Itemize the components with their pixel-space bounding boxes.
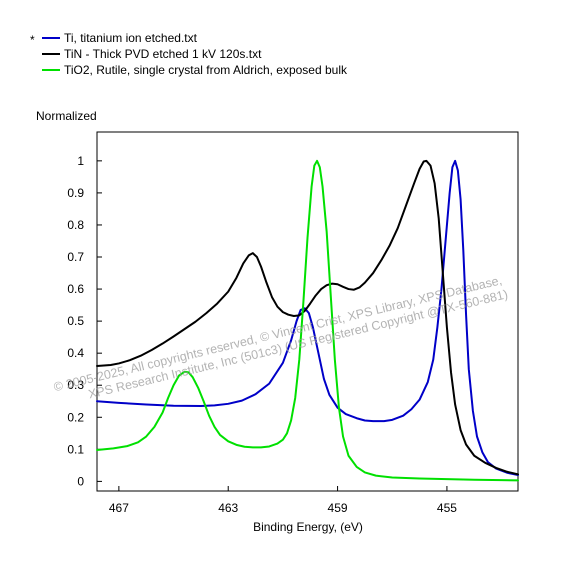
y-tick-label: 0.6 <box>67 282 84 296</box>
series-layer <box>96 159 519 482</box>
tin-spectrum-line <box>96 159 519 476</box>
y-tick-label: 0.5 <box>67 314 84 328</box>
x-tick-label: 455 <box>437 501 457 515</box>
legend-label-tin: TiN - Thick PVD etched 1 kV 120s.txt <box>64 47 262 61</box>
x-tick-label: 467 <box>109 501 129 515</box>
y-tick-label: 0.3 <box>67 378 84 392</box>
y-tick-label: 0.9 <box>67 186 84 200</box>
legend: * Ti, titanium ion etched.txt TiN - Thic… <box>30 31 348 77</box>
y-axis: 0 0.1 0.2 0.3 0.4 0.5 0.6 0.7 0.8 0.9 1 <box>67 154 102 488</box>
y-tick-label: 0.1 <box>67 442 84 456</box>
tio2-spectrum-line <box>96 159 519 482</box>
ti-spectrum-line <box>96 159 519 476</box>
y-tick-label: 0.7 <box>67 250 84 264</box>
legend-label-ti: Ti, titanium ion etched.txt <box>64 31 198 45</box>
y-tick-label: 0.8 <box>67 218 84 232</box>
y-tick-label: 0.2 <box>67 410 84 424</box>
y-axis-title: Normalized <box>36 109 97 123</box>
y-tick-label: 1 <box>77 154 84 168</box>
y-tick-label: 0 <box>77 474 84 488</box>
y-tick-label: 0.4 <box>67 346 84 360</box>
x-tick-label: 459 <box>328 501 348 515</box>
legend-label-tio2: TiO2, Rutile, single crystal from Aldric… <box>64 63 348 77</box>
x-axis-title: Binding Energy, (eV) <box>253 520 363 534</box>
x-tick-label: 463 <box>218 501 238 515</box>
x-axis: 467 463 459 455 <box>109 486 457 515</box>
legend-marker: * <box>30 33 35 47</box>
